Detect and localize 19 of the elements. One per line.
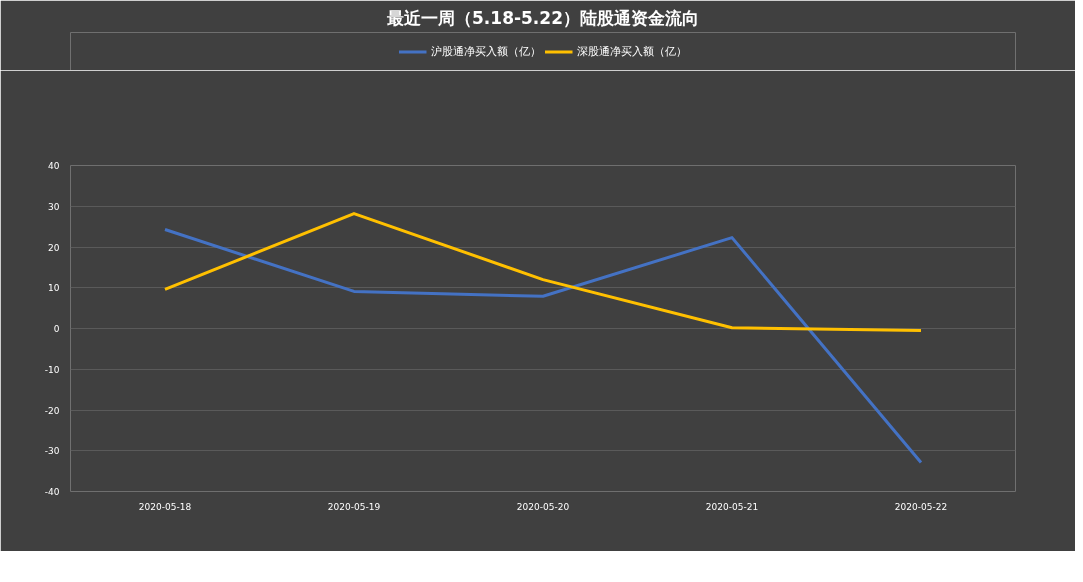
line-series [163, 227, 923, 465]
y-tick-label: -40 [44, 487, 60, 497]
x-tick-label: 2020-05-19 [327, 501, 381, 512]
legend-label: 深股通净买入额（亿） [577, 43, 687, 59]
y-tick-label: 10 [48, 283, 60, 294]
legend-label: 沪股通净买入额（亿） [431, 43, 541, 59]
line-series [163, 212, 923, 333]
y-tick-label: 0 [53, 324, 60, 334]
x-tick-label: 2020-05-18 [138, 501, 192, 512]
y-tick-label: -10 [44, 364, 60, 375]
x-tick-label: 2020-05-20 [516, 501, 570, 512]
y-tick-label: 30 [48, 201, 60, 212]
x-tick-label: 2020-05-22 [894, 501, 948, 512]
y-tick-label: -30 [44, 446, 60, 457]
y-tick-label: 20 [48, 242, 60, 253]
chart-title: 最近一周（5.18-5.22）陆股通资金流向 [386, 7, 699, 28]
y-tick-label: -20 [44, 405, 60, 416]
y-tick-label: 40 [48, 161, 60, 171]
x-tick-label: 2020-05-21 [705, 501, 759, 512]
